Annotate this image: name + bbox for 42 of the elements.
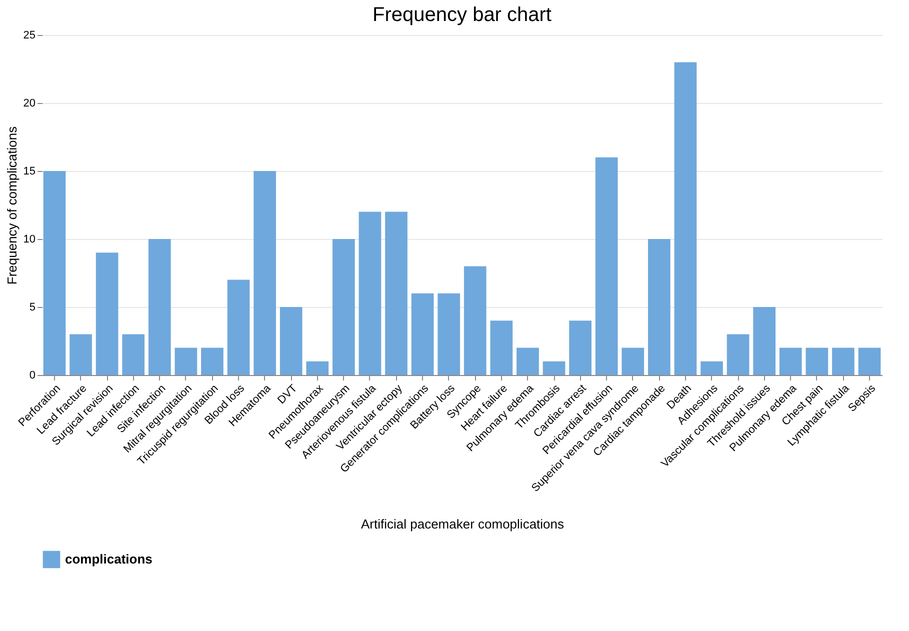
bar [832, 348, 854, 375]
bar [227, 280, 250, 375]
chart-title: Frequency bar chart [372, 4, 552, 26]
bar [43, 171, 66, 375]
bar [254, 171, 276, 375]
bar [622, 348, 644, 375]
bar [648, 239, 670, 375]
y-tick-label: 0 [29, 370, 36, 382]
bar [358, 212, 382, 375]
bar [753, 307, 776, 375]
bar [385, 212, 408, 375]
bar [332, 239, 355, 375]
bar [674, 62, 697, 375]
bar [726, 334, 750, 375]
y-tick-label: 25 [23, 30, 36, 42]
y-tick-label: 10 [23, 234, 36, 246]
bar [122, 334, 145, 375]
bar [280, 307, 302, 375]
bar [70, 334, 92, 375]
y-tick-label: 5 [29, 302, 36, 314]
bar [490, 320, 513, 375]
bar [779, 348, 802, 375]
bar [96, 252, 118, 375]
y-axis-title: Frequency of complications [4, 126, 20, 285]
bar [700, 361, 723, 375]
bar [569, 320, 592, 375]
legend-label: complications [65, 552, 152, 566]
bar [806, 348, 828, 375]
bar [438, 293, 460, 375]
bar [464, 266, 486, 375]
x-axis-title: Artificial pacemaker comoplications [360, 516, 565, 532]
bar [174, 348, 198, 375]
bar [542, 361, 566, 375]
bar [411, 293, 434, 375]
bar [595, 157, 618, 375]
bar [858, 348, 881, 375]
bar [516, 348, 539, 375]
bar [201, 348, 224, 375]
bar [306, 361, 329, 375]
y-tick-label: 15 [23, 166, 36, 178]
bar [148, 239, 171, 375]
y-tick-label: 20 [23, 98, 36, 110]
